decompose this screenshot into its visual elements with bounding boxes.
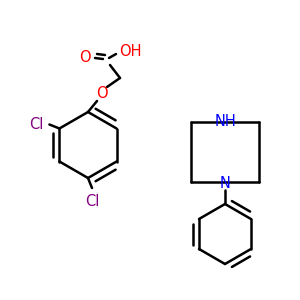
Text: O: O [79, 50, 91, 64]
Text: OH: OH [119, 44, 141, 59]
Text: NH: NH [214, 113, 236, 128]
Text: O: O [96, 86, 108, 101]
Text: Cl: Cl [85, 194, 99, 208]
Text: N: N [220, 176, 230, 190]
Text: Cl: Cl [29, 117, 44, 132]
